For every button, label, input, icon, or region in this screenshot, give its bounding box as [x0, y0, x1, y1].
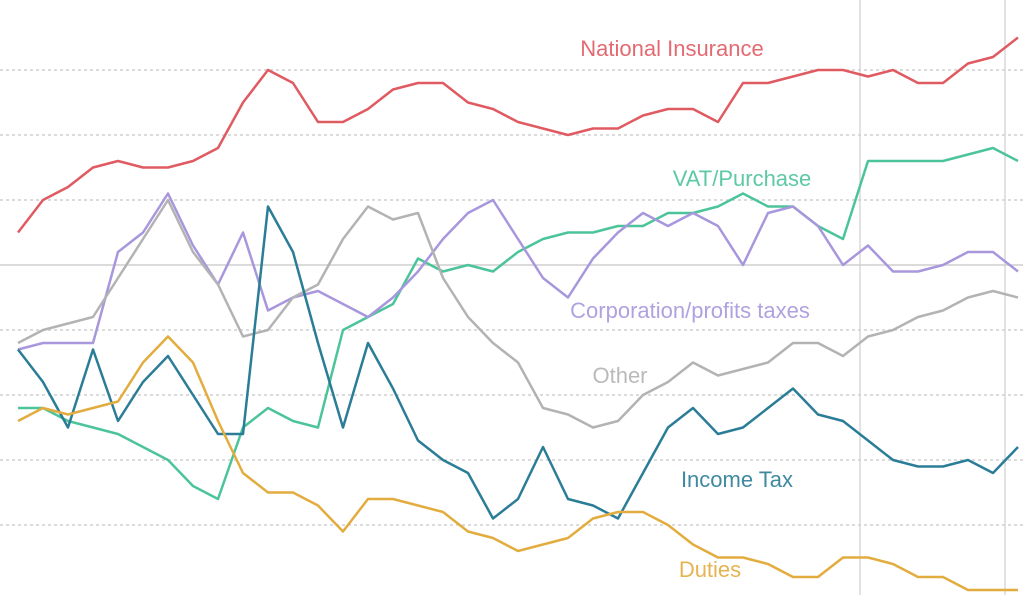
series-line: [18, 146, 1019, 501]
series-label: Duties: [679, 557, 741, 582]
series-label: Income Tax: [681, 467, 793, 492]
series-line: [17, 205, 1019, 520]
series-line: [17, 192, 1019, 351]
series-line: [17, 198, 1019, 429]
series-line: [17, 335, 1018, 592]
series-line: [17, 36, 1019, 234]
series-label: Corporation/profits taxes: [570, 298, 810, 323]
series-label: VAT/Purchase: [673, 166, 812, 191]
series-label: National Insurance: [580, 36, 763, 61]
series-label: Other: [592, 363, 647, 388]
